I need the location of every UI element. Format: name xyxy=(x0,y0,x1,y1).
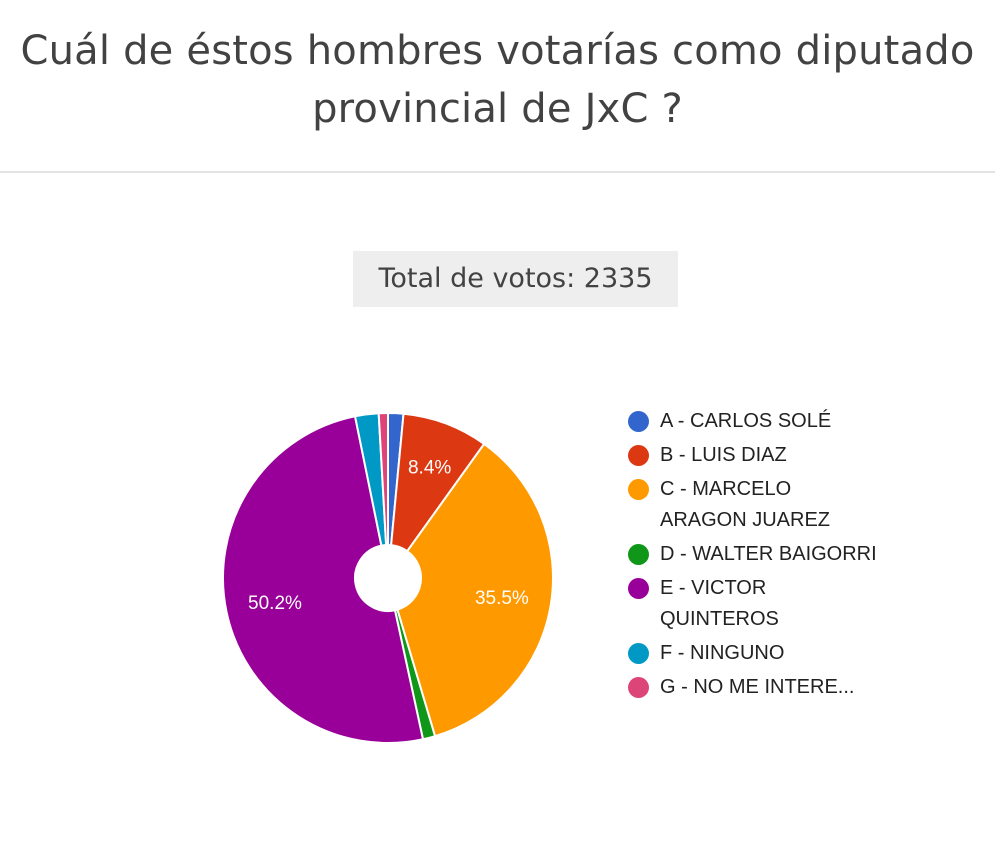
legend-label: C - MARCELO ARAGON JUAREZ xyxy=(660,478,831,531)
total-votes-box: Total de votos: 2335 xyxy=(353,251,678,307)
legend-label: B - LUIS DIAZ xyxy=(660,444,787,466)
pie-slice-g xyxy=(377,411,389,547)
legend-item-e: E - VICTOR QUINTEROS xyxy=(628,573,888,635)
legend-swatch xyxy=(628,643,649,664)
legend-swatch xyxy=(628,445,649,466)
title-line-2: provincial de JxC ? xyxy=(312,86,683,132)
slice-label-b: 8.4% xyxy=(408,458,451,479)
chart-legend: A - CARLOS SOLÉ B - LUIS DIAZ C - MARCELO … xyxy=(628,406,888,706)
legend-swatch xyxy=(628,479,649,500)
legend-label: F - NINGUNO xyxy=(660,642,785,664)
legend-item-b: B - LUIS DIAZ xyxy=(628,440,888,471)
legend-item-f: F - NINGUNO xyxy=(628,638,888,669)
pie-slice-c xyxy=(396,442,554,738)
chart-slices xyxy=(221,411,554,744)
legend-swatch xyxy=(628,677,649,698)
legend-label: D - WALTER BAIGORRI xyxy=(660,543,877,565)
slice-label-e: 50.2% xyxy=(248,593,302,614)
legend-label: E - VICTOR QUINTEROS xyxy=(660,577,779,630)
legend-item-a: A - CARLOS SOLÉ xyxy=(628,406,888,437)
legend-swatch xyxy=(628,411,649,432)
legend-swatch xyxy=(628,578,649,599)
legend-item-d: D - WALTER BAIGORRI xyxy=(628,539,888,570)
legend-label: G - NO ME INTERE... xyxy=(660,676,855,698)
legend-label: A - CARLOS SOLÉ xyxy=(660,410,832,432)
poll-question-title: Cuál de éstos hombres votarías como dipu… xyxy=(0,22,995,138)
legend-swatch xyxy=(628,544,649,565)
title-line-1: Cuál de éstos hombres votarías como dipu… xyxy=(20,28,975,74)
chart-slice-labels: 8.4% 35.5% 50.2% xyxy=(248,458,529,614)
legend-item-g: G - NO ME INTERE... xyxy=(628,672,888,703)
slice-label-c: 35.5% xyxy=(475,588,529,609)
pie-slice-b xyxy=(390,412,486,553)
legend-item-c: C - MARCELO ARAGON JUAREZ xyxy=(628,474,888,536)
title-divider xyxy=(0,171,995,173)
pie-slice-e xyxy=(221,415,425,744)
